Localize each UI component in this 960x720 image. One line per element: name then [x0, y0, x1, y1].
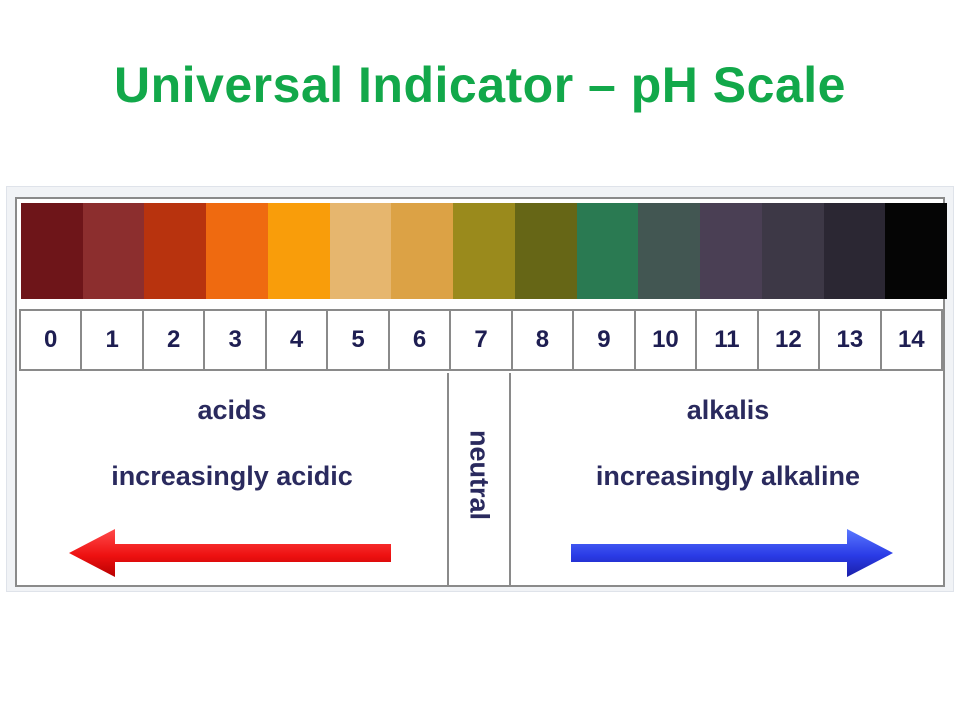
neutral-label: neutral [464, 429, 495, 521]
ph-value-13: 13 [820, 311, 882, 369]
ph-value-12: 12 [759, 311, 821, 369]
ph-value-0: 0 [21, 311, 83, 369]
arrow-right-icon [571, 529, 893, 577]
color-swatch-row [21, 203, 948, 299]
color-swatch-ph-10 [638, 203, 701, 299]
page-title: Universal Indicator – pH Scale [114, 57, 846, 113]
ph-value-2: 2 [144, 311, 206, 369]
alkalis-sub-label: increasingly alkaline [595, 461, 861, 491]
alkalis-label: alkalis [686, 395, 770, 425]
color-swatch-ph-6 [391, 203, 454, 299]
alkalis-region: alkalis increasingly alkaline [511, 373, 945, 587]
ph-value-6: 6 [390, 311, 452, 369]
ph-value-4: 4 [267, 311, 329, 369]
ph-value-10: 10 [636, 311, 698, 369]
color-swatch-ph-4 [267, 203, 330, 299]
ph-value-1: 1 [82, 311, 144, 369]
ph-scale-panel: 0 1 2 3 4 5 6 7 8 9 10 11 12 13 14 acids increasingly … [15, 197, 948, 587]
ph-value-9: 9 [574, 311, 636, 369]
ph-scale-chart: 0 1 2 3 4 5 6 7 8 9 10 11 12 13 14 acids increasingly … [6, 186, 954, 592]
color-swatch-ph-8 [514, 203, 577, 299]
color-swatch-ph-13 [823, 203, 886, 299]
ph-value-3: 3 [205, 311, 267, 369]
color-swatch-ph-11 [700, 203, 762, 299]
neutral-region: neutral [449, 373, 511, 587]
ph-value-8: 8 [513, 311, 575, 369]
ph-number-row: 0 1 2 3 4 5 6 7 8 9 10 11 12 13 14 [19, 309, 943, 371]
color-swatch-ph-3 [206, 203, 268, 299]
color-swatch-ph-14 [885, 203, 948, 299]
color-swatch-ph-2 [144, 203, 207, 299]
color-swatch-ph-7 [453, 203, 515, 299]
ph-value-11: 11 [697, 311, 759, 369]
color-swatch-ph-5 [329, 203, 392, 299]
color-swatch-ph-12 [761, 203, 824, 299]
ph-value-7: 7 [451, 311, 513, 369]
ph-value-14: 14 [897, 326, 925, 353]
ph-value-5: 5 [328, 311, 390, 369]
color-swatch-ph-0 [21, 203, 83, 299]
arrow-left-icon [69, 529, 391, 577]
color-swatch-ph-9 [576, 203, 639, 299]
acids-sub-label: increasingly acidic [111, 461, 353, 491]
acids-label: acids [197, 395, 267, 425]
color-swatch-ph-1 [82, 203, 145, 299]
acids-region: acids increasingly acidic [17, 373, 449, 587]
